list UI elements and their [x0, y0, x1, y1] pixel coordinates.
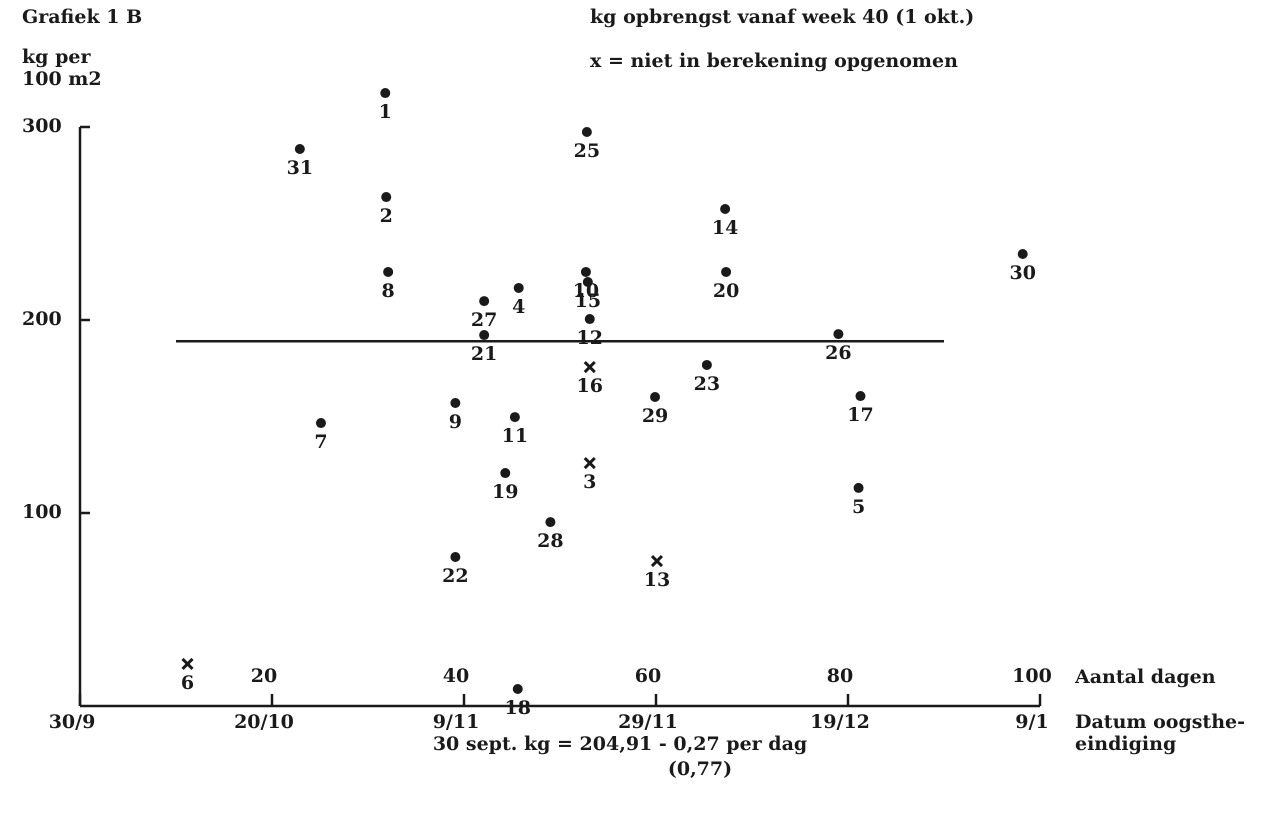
x2-tick-label: 9/1: [1015, 711, 1048, 733]
point-label: 12: [577, 327, 603, 349]
point-label: 27: [471, 309, 497, 331]
point: [582, 276, 593, 287]
point-label: 18: [505, 697, 531, 719]
point: [1017, 248, 1028, 259]
point-label: 28: [537, 530, 563, 552]
subtitle: kg opbrengst vanaf week 40 (1 okt.): [590, 6, 974, 28]
x2-tick-label: 29/11: [618, 711, 678, 733]
point-label: 30: [1009, 262, 1035, 284]
point-label: 7: [314, 431, 327, 453]
point: [500, 468, 511, 479]
y-tick-label: 300: [22, 115, 62, 137]
x2-axis-label: eindiging: [1075, 733, 1176, 755]
point-label: 23: [694, 373, 720, 395]
point-label: 20: [713, 280, 739, 302]
point: [383, 266, 394, 277]
point-label: 10: [573, 280, 599, 302]
point: [509, 412, 520, 423]
point-label: 26: [825, 342, 851, 364]
point-label: 13: [644, 569, 670, 591]
x-tick-label: 80: [827, 665, 853, 687]
x-axis-label: Aantal dagen: [1074, 666, 1216, 688]
point: [450, 397, 461, 408]
formula-note: (0,77): [668, 758, 732, 780]
point-label: 5: [852, 496, 865, 518]
point-label: 14: [712, 217, 738, 239]
point-label: 8: [382, 280, 395, 302]
excluded-point: [583, 456, 596, 470]
point-label: 4: [512, 296, 525, 318]
point: [545, 517, 556, 528]
point-label: 16: [577, 375, 603, 397]
y-axis-label: kg per: [22, 46, 91, 68]
point-label: 2: [380, 205, 393, 227]
point-label: 9: [449, 411, 462, 433]
x2-tick-label: 9/11: [433, 711, 480, 733]
chart-title: Grafiek 1 B: [22, 6, 142, 28]
point-label: 25: [574, 140, 600, 162]
point: [721, 266, 732, 277]
x-tick-label: 100: [1012, 665, 1052, 687]
point: [580, 266, 591, 277]
point-label: 29: [642, 405, 668, 427]
point-label: 19: [492, 481, 518, 503]
point: [381, 192, 392, 203]
point-label: 21: [471, 343, 497, 365]
point: [294, 144, 305, 155]
point-label: 17: [847, 404, 873, 426]
point: [720, 204, 731, 215]
excluded-point: [650, 554, 664, 568]
x2-tick-label: 20/10: [234, 711, 294, 733]
note: x = niet in berekening opgenomen: [590, 50, 958, 72]
point: [513, 282, 524, 293]
point: [380, 88, 391, 99]
x-tick-label: 20: [251, 665, 277, 687]
x2-axis-label: Datum oogsthe-: [1075, 711, 1245, 733]
point: [584, 314, 595, 325]
excluded-point: [583, 361, 596, 374]
y-tick-label: 200: [22, 308, 62, 330]
point: [855, 391, 866, 402]
point-label: 11: [502, 425, 528, 447]
point-label: 6: [181, 672, 194, 694]
point: [650, 392, 661, 403]
point-label: 3: [583, 471, 596, 493]
x2-tick-label: 19/12: [810, 711, 870, 733]
point: [833, 329, 844, 340]
point: [479, 296, 490, 307]
point: [512, 684, 523, 695]
point-label: 15: [575, 290, 601, 312]
x2-tick-label: 30/9: [49, 711, 96, 733]
point-label: 22: [442, 565, 468, 587]
point: [701, 359, 712, 370]
point: [315, 418, 326, 429]
point-label: 1: [379, 101, 392, 123]
formula: 30 sept. kg = 204,91 - 0,27 per dag: [433, 733, 807, 755]
x-tick-label: 40: [443, 665, 469, 687]
y-axis-label: 100 m2: [22, 68, 102, 90]
point: [581, 127, 592, 138]
y-tick-label: 100: [22, 501, 62, 523]
excluded-point: [181, 657, 194, 670]
x-tick-label: 60: [635, 665, 661, 687]
point: [479, 330, 490, 341]
point: [450, 552, 461, 563]
point-label: 31: [287, 157, 313, 179]
point: [853, 482, 864, 493]
